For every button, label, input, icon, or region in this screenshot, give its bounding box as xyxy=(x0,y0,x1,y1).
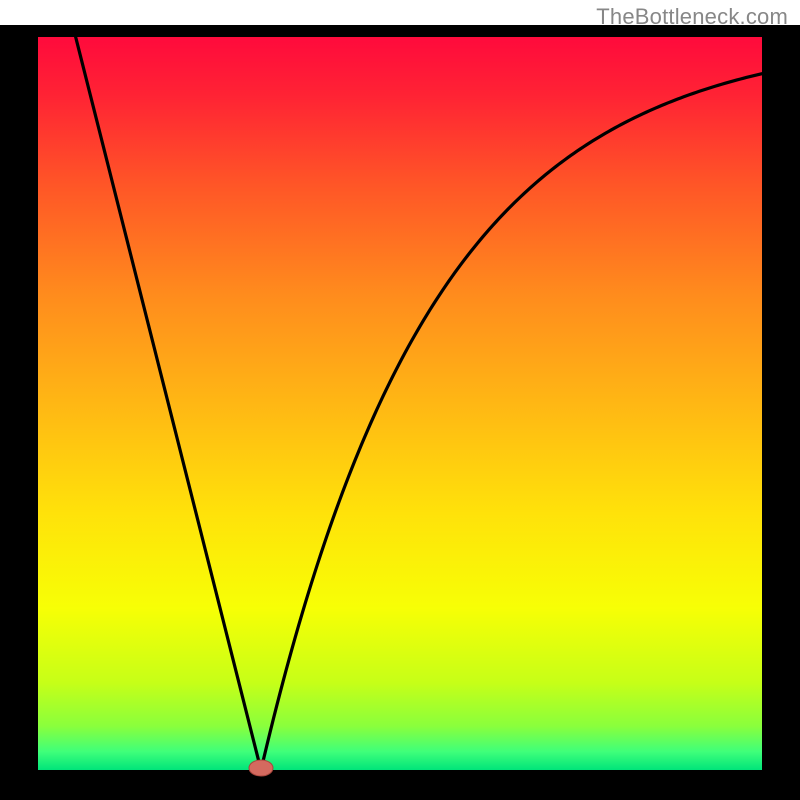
chart-container: TheBottleneck.com xyxy=(0,0,800,800)
plot-background xyxy=(38,37,762,770)
cusp-marker xyxy=(249,760,273,776)
watermark-text: TheBottleneck.com xyxy=(596,4,788,30)
chart-svg xyxy=(0,0,800,800)
